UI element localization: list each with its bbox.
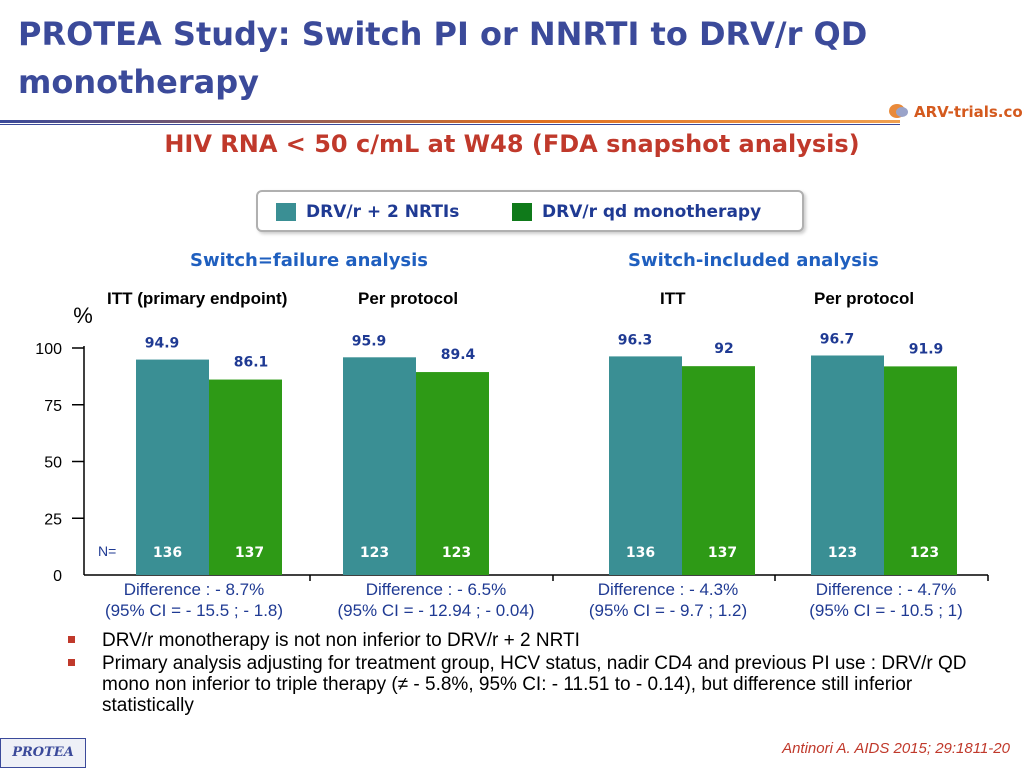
confidence-interval-label: (95% CI = - 9.7 ; 1.2)	[589, 601, 747, 620]
bar-triple	[136, 359, 209, 575]
data-label: 91.9	[909, 341, 944, 357]
group-label-4: Per protocol	[814, 289, 915, 308]
page-title: PROTEA Study: Switch PI or NNRTI to DRV/…	[18, 15, 868, 101]
bar-mono	[416, 372, 489, 575]
bullet-marker	[68, 636, 75, 643]
data-label: 96.3	[618, 332, 653, 348]
data-label: 94.9	[145, 336, 180, 352]
y-tick-label: 50	[44, 455, 62, 472]
data-label: 86.1	[234, 355, 269, 371]
chart-subtitle: HIV RNA < 50 c/mL at W48 (FDA snapshot a…	[164, 130, 860, 158]
data-label: 89.4	[441, 347, 476, 363]
difference-label: Difference : - 4.7%	[816, 580, 956, 599]
n-count-label: 123	[910, 545, 939, 561]
n-count-label: 136	[626, 545, 655, 561]
y-tick-label: 0	[53, 568, 62, 585]
bullet-text: Primary analysis adjusting for treatment…	[102, 653, 967, 716]
group-label-3: ITT	[660, 289, 686, 308]
arv-trials-logo: ARV-trials.com	[888, 100, 1024, 126]
bullet-text: DRV/r monotherapy is not non inferior to…	[102, 630, 580, 651]
bullet-item: Primary analysis adjusting for treatment…	[60, 653, 980, 716]
y-tick-label: 75	[44, 398, 62, 415]
bullet-marker	[68, 659, 75, 666]
difference-label: Difference : - 6.5%	[366, 580, 506, 599]
legend-label-triple: DRV/r + 2 NRTIs	[306, 202, 460, 222]
n-count-label: 123	[828, 545, 857, 561]
confidence-interval-label: (95% CI = - 12.94 ; - 0.04)	[337, 601, 534, 620]
bar-triple	[343, 357, 416, 575]
logo-text: ARV-trials.com	[914, 103, 1024, 121]
n-count-label: 136	[153, 545, 182, 561]
n-label: N=	[98, 543, 116, 559]
title-underline	[0, 120, 900, 123]
n-count-label: 137	[235, 545, 264, 561]
y-tick-label: 25	[44, 511, 62, 528]
reference: Antinori A. AIDS 2015; 29:1811-20	[782, 740, 1010, 757]
legend-swatch-mono	[512, 203, 532, 221]
bullet-list: DRV/r monotherapy is not non inferior to…	[60, 630, 980, 718]
legend-item-triple: DRV/r + 2 NRTIs	[276, 201, 459, 223]
legend-swatch-triple	[276, 203, 296, 221]
group-label-2: Per protocol	[358, 289, 459, 308]
section-switch-included: Switch-included analysis	[628, 250, 879, 271]
bar-mono	[884, 366, 957, 575]
group-label-1: ITT (primary endpoint)	[107, 289, 288, 308]
y-tick-label: 100	[35, 341, 62, 358]
data-label: 96.7	[820, 331, 855, 347]
bar-mono	[209, 379, 282, 575]
difference-label: Difference : - 4.3%	[598, 580, 738, 599]
bar-mono	[682, 366, 755, 575]
confidence-interval-label: (95% CI = - 15.5 ; - 1.8)	[105, 601, 283, 620]
legend-label-mono: DRV/r qd monotherapy	[542, 202, 762, 222]
bar-triple	[811, 355, 884, 575]
data-label: 95.9	[352, 333, 387, 349]
difference-label: Difference : - 8.7%	[124, 580, 264, 599]
legend-item-mono: DRV/r qd monotherapy	[512, 201, 761, 223]
y-axis-label: %	[73, 303, 93, 328]
bullet-item: DRV/r monotherapy is not non inferior to…	[60, 630, 980, 651]
bar-chart: % 0 25 50 75 100 N= 94.9 136 95.9 123 96.3 136 96.7 12…	[35, 303, 989, 620]
study-tag: PROTEA	[0, 738, 86, 768]
title-underline-thin	[0, 124, 900, 125]
n-count-label: 123	[442, 545, 471, 561]
n-count-label: 123	[360, 545, 389, 561]
logo-icon	[889, 104, 908, 118]
chart-legend: DRV/r + 2 NRTIs DRV/r qd monotherapy	[256, 190, 804, 232]
section-switch-failure: Switch=failure analysis	[190, 250, 429, 271]
n-count-label: 137	[708, 545, 737, 561]
data-label: 92	[714, 341, 733, 357]
confidence-interval-label: (95% CI = - 10.5 ; 1)	[809, 601, 963, 620]
bar-triple	[609, 356, 682, 575]
